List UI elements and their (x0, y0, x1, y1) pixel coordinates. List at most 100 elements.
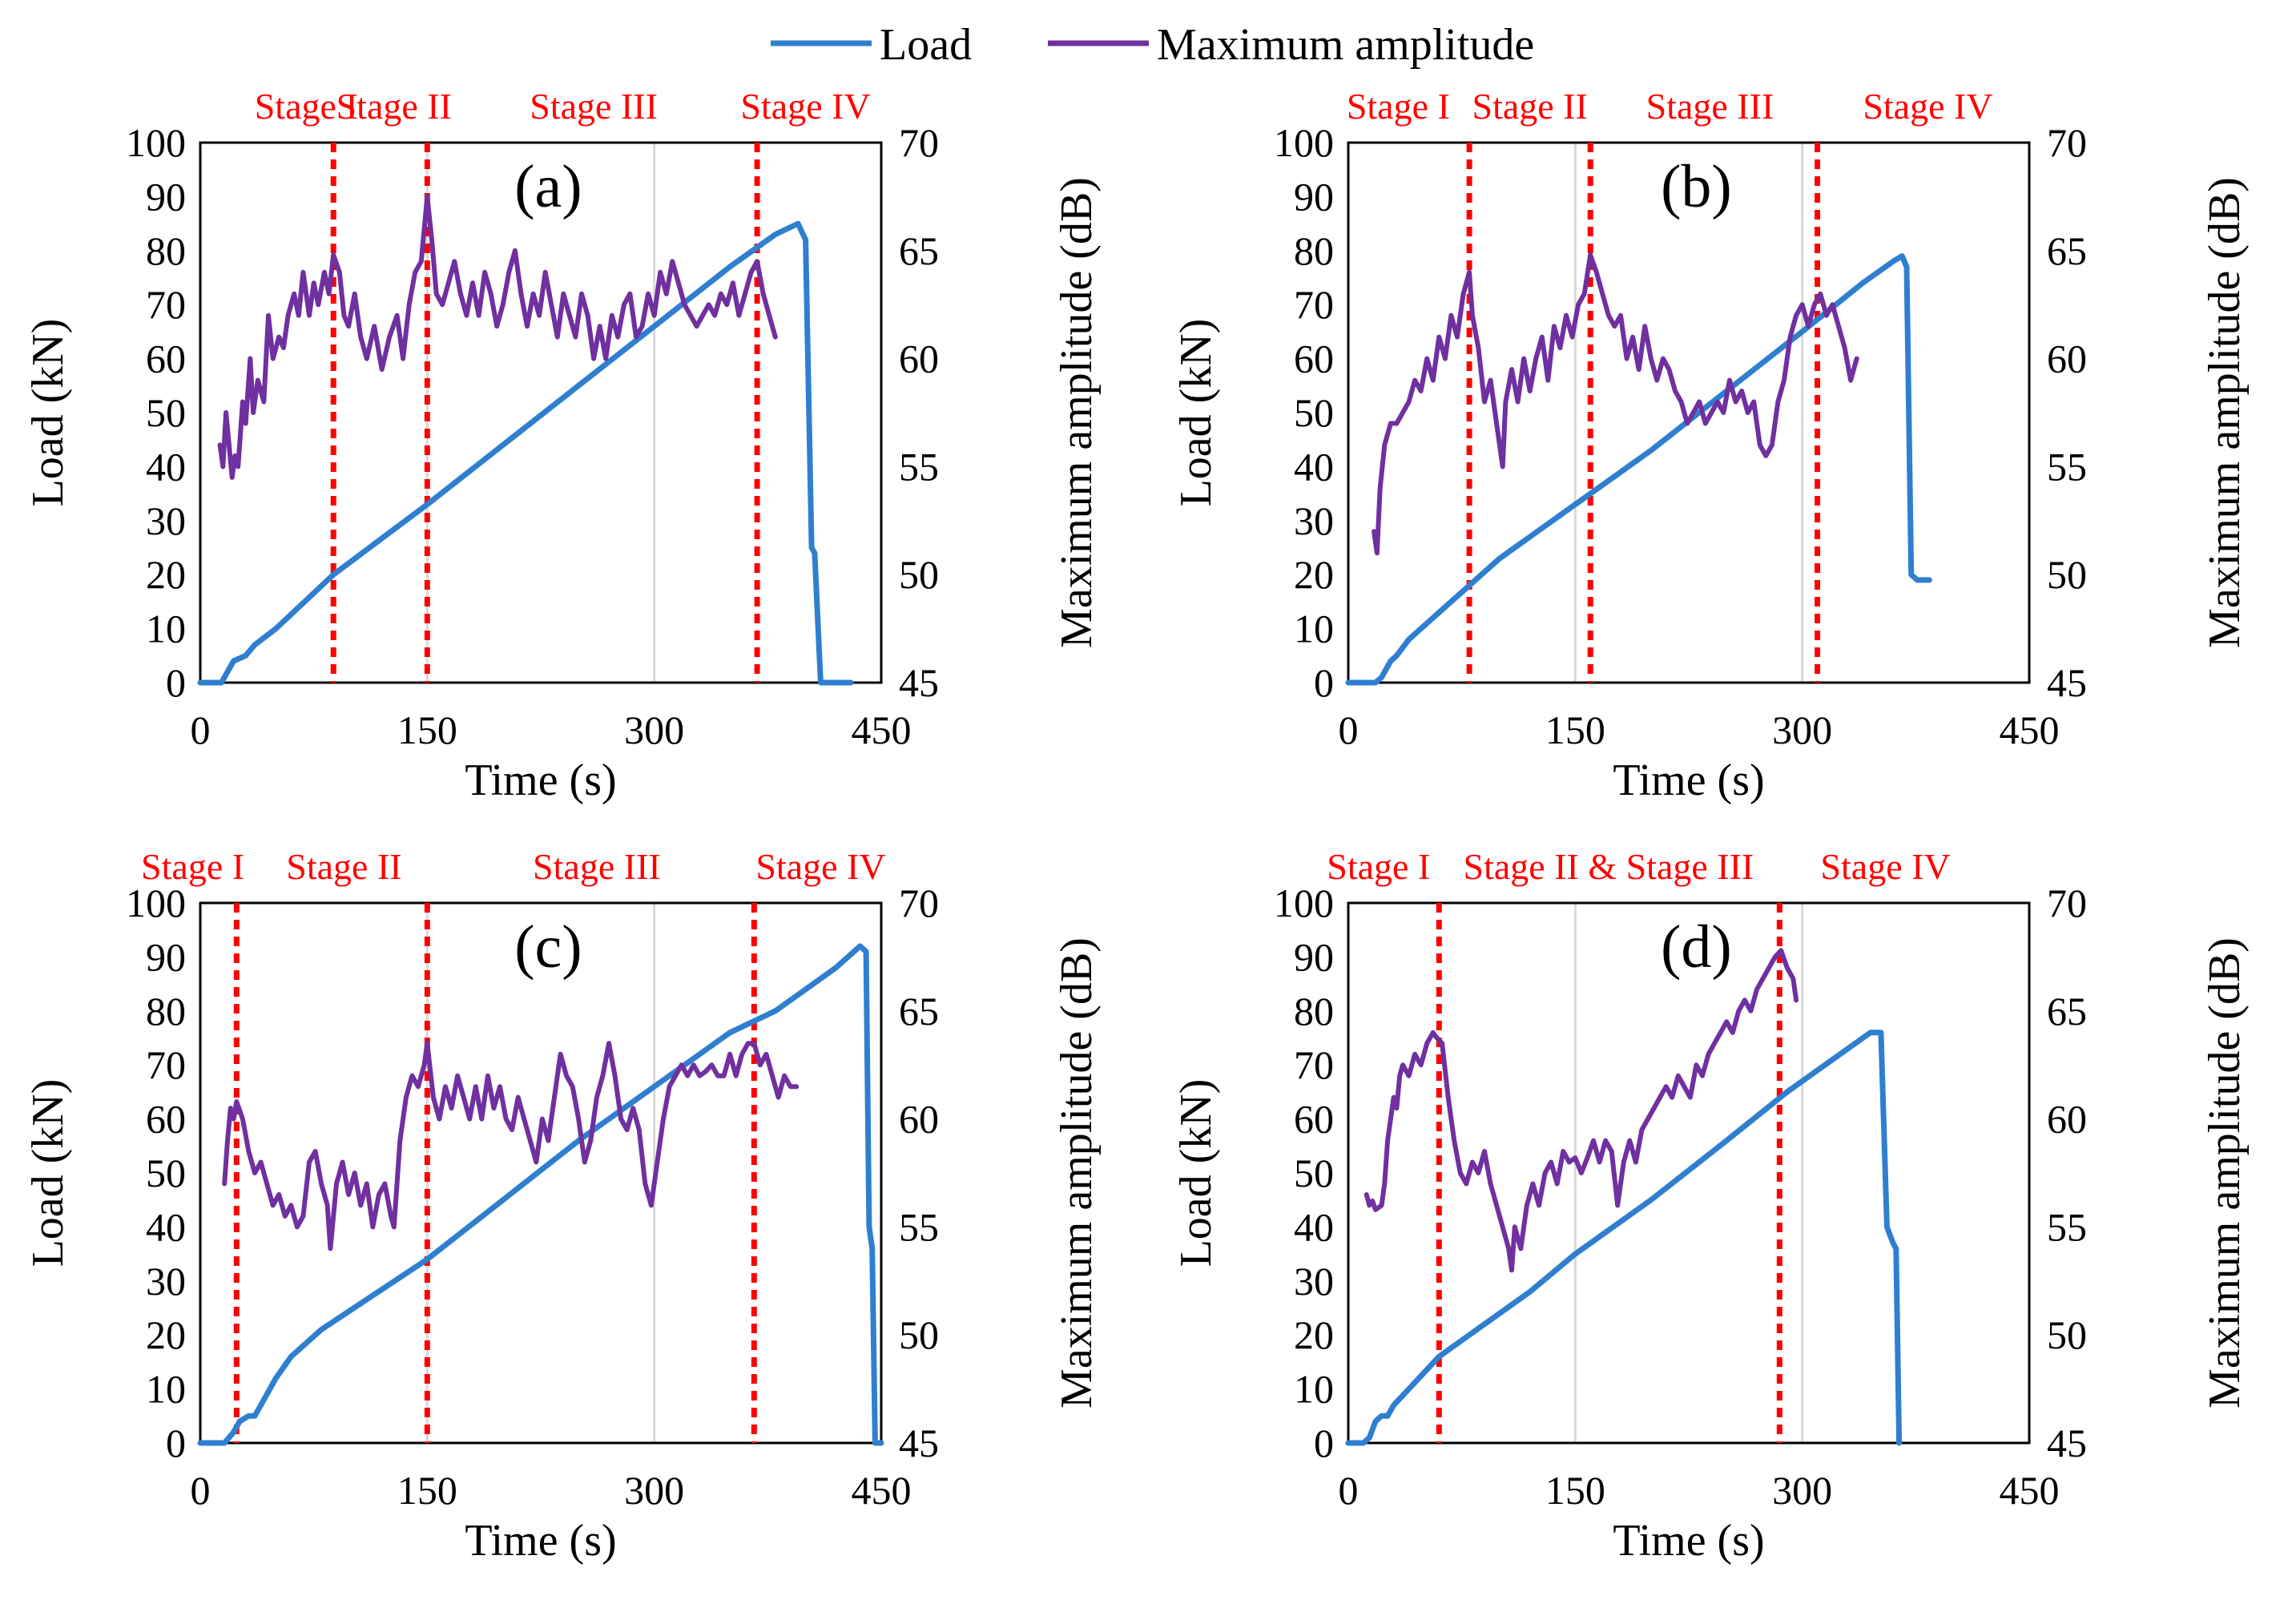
stage-label: Stage IV (1820, 846, 1950, 887)
y-tick-label: 0 (166, 660, 186, 705)
y-tick-label: 60 (1294, 337, 1334, 381)
y2-axis-title: Maximum amplitude (dB) (2200, 177, 2250, 648)
y-tick-label: 40 (1294, 1204, 1334, 1249)
y-tick-label: 40 (1294, 444, 1334, 489)
chart-panel-c: 0 10 20 30 40 50 60 70 80 90 100 45 50 55 60 65 70 0 150 30… (23, 846, 1102, 1566)
y-tick-label: 20 (146, 1312, 186, 1357)
y-tick-label: 20 (146, 552, 186, 597)
y-tick-label: 20 (1294, 1312, 1334, 1357)
x-tick-label: 0 (191, 1468, 211, 1513)
y-tick-label: 30 (146, 1259, 186, 1304)
y-tick-label: 10 (146, 607, 186, 651)
y2-tick-label: 50 (2047, 1312, 2087, 1357)
y-axis-title: Load (kN) (23, 1079, 73, 1268)
stage-label: Stage IV (755, 846, 885, 887)
panel-label: (c) (514, 913, 582, 981)
x-tick-label: 300 (1772, 707, 1832, 752)
y-tick-label: 100 (1274, 881, 1334, 925)
x-tick-label: 0 (1339, 707, 1359, 752)
y2-tick-label: 45 (899, 660, 939, 705)
y-tick-label: 80 (146, 228, 186, 273)
x-tick-label: 150 (1545, 1468, 1605, 1513)
x-axis-title: Time (s) (1613, 1516, 1764, 1566)
y-tick-label: 0 (1314, 1421, 1334, 1465)
y-tick-label: 0 (1314, 660, 1334, 705)
y2-tick-label: 65 (2047, 989, 2087, 1034)
y2-tick-label: 50 (899, 552, 939, 597)
y-tick-label: 90 (1294, 174, 1334, 219)
stage-label: Stage II (1472, 86, 1587, 127)
y-tick-label: 50 (1294, 1151, 1334, 1195)
y-tick-label: 100 (126, 120, 186, 165)
x-axis-title: Time (s) (465, 756, 616, 805)
chart-panel-d: 0 10 20 30 40 50 60 70 80 90 100 45 50 55 60 65 70 0 150 30… (1171, 846, 2250, 1566)
y-tick-label: 90 (1294, 934, 1334, 979)
load-series-line (1345, 253, 1932, 686)
y-axis-title: Load (kN) (1171, 319, 1221, 507)
y-tick-label: 90 (146, 934, 186, 979)
stage-label: Stage III (530, 86, 658, 127)
y-tick-label: 100 (126, 881, 186, 925)
amplitude-series-line (222, 1041, 800, 1251)
stage-label: Stage I (1347, 86, 1450, 127)
y-tick-label: 70 (1294, 282, 1334, 327)
legend-load-label: Load (880, 20, 972, 70)
y-tick-label: 10 (1294, 607, 1334, 651)
y-tick-label: 80 (1294, 989, 1334, 1034)
amplitude-series-line (217, 194, 778, 480)
y-tick-label: 20 (1294, 552, 1334, 597)
y-tick-label: 70 (146, 282, 186, 327)
y2-tick-label: 45 (899, 1421, 939, 1465)
x-axis-title: Time (s) (465, 1516, 616, 1566)
y-tick-label: 30 (146, 498, 186, 543)
y-axis-title: Load (kN) (23, 319, 73, 507)
panel-label: (b) (1661, 153, 1732, 220)
y2-tick-label: 50 (2047, 552, 2087, 597)
load-series-line (197, 943, 884, 1446)
chart-panel-b: 0 10 20 30 40 50 60 70 80 90 100 45 50 55 60 65 70 0 150 30… (1171, 86, 2250, 805)
legend-amp-label: Maximum amplitude (1157, 20, 1534, 70)
y2-tick-label: 70 (2047, 881, 2087, 925)
load-series-line (1345, 1030, 1903, 1446)
plot-frame (199, 901, 883, 1445)
y2-axis-title: Maximum amplitude (dB) (1052, 937, 1102, 1409)
panel-label: (d) (1661, 913, 1732, 981)
y2-tick-label: 55 (2047, 1204, 2087, 1249)
y2-tick-label: 70 (899, 120, 939, 165)
load-series-line (197, 220, 854, 686)
x-tick-label: 450 (2000, 1468, 2060, 1513)
x-tick-label: 450 (852, 1468, 912, 1513)
stage-label: Stage II & Stage III (1463, 846, 1754, 887)
x-tick-label: 450 (2000, 707, 2060, 752)
x-tick-label: 150 (397, 707, 457, 752)
x-tick-label: 300 (624, 707, 684, 752)
y2-tick-label: 55 (899, 444, 939, 489)
plot-frame (1347, 901, 2031, 1445)
x-tick-label: 450 (852, 707, 912, 752)
y-tick-label: 70 (146, 1042, 186, 1087)
y2-tick-label: 60 (899, 337, 939, 381)
y2-tick-label: 50 (899, 1312, 939, 1357)
x-tick-label: 0 (1339, 1468, 1359, 1513)
y-tick-label: 40 (146, 444, 186, 489)
y-axis-title: Load (kN) (1171, 1079, 1221, 1268)
y-tick-label: 50 (1294, 390, 1334, 435)
stage-label: Stage I (141, 846, 244, 887)
y2-axis-title: Maximum amplitude (dB) (1052, 177, 1102, 648)
y2-axis-title: Maximum amplitude (dB) (2200, 937, 2250, 1409)
stage-label: Stage II (286, 846, 401, 887)
y2-tick-label: 65 (2047, 228, 2087, 273)
y-tick-label: 80 (1294, 228, 1334, 273)
y2-tick-label: 65 (899, 989, 939, 1034)
chart-panel-a: 0 10 20 30 40 50 60 70 80 90 100 45 50 55 60 65 70 0 150 30… (23, 86, 1102, 805)
y-tick-label: 10 (146, 1367, 186, 1412)
y2-tick-label: 45 (2047, 660, 2087, 705)
plot-frame (1347, 141, 2031, 684)
x-tick-label: 0 (191, 707, 211, 752)
stage-label: Stage III (1646, 86, 1774, 127)
x-tick-label: 300 (1772, 1468, 1832, 1513)
stage-label: Stage III (533, 846, 661, 887)
y2-tick-label: 55 (2047, 444, 2087, 489)
y2-tick-label: 65 (899, 228, 939, 273)
plot-frame (199, 141, 883, 684)
